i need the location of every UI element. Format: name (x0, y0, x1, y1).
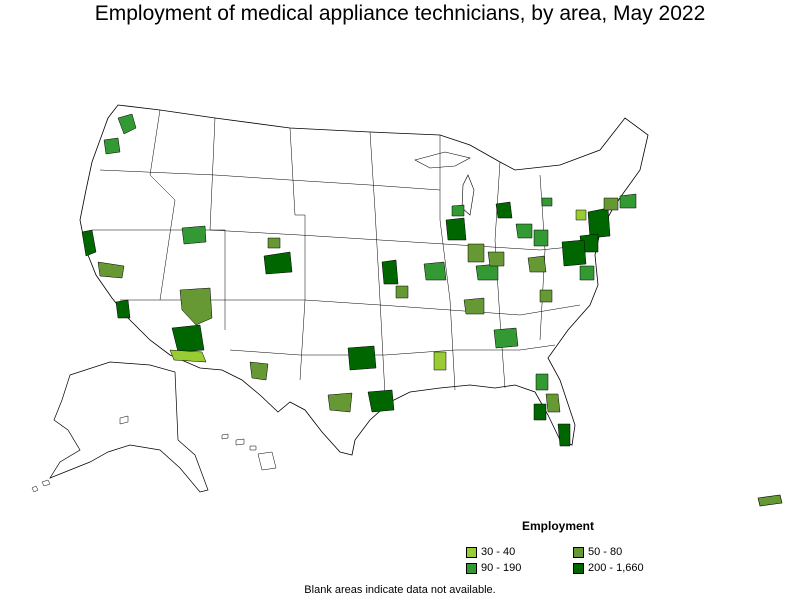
legend-item-30-40: 30 - 40 (466, 546, 515, 559)
legend-item-200-1660: 200 - 1,660 (573, 562, 644, 575)
alaska-islands (31, 415, 129, 493)
puerto-rico (757, 494, 783, 507)
area-kansas-city (381, 259, 399, 285)
area-sf-bay (81, 229, 97, 257)
area-denver (263, 251, 293, 275)
legend-label: 50 - 80 (588, 546, 623, 558)
area-pittsburgh (533, 229, 549, 247)
area-memphis (463, 297, 485, 315)
area-detroit (495, 201, 513, 219)
area-new-york (587, 207, 611, 239)
legend-label: 30 - 40 (481, 546, 516, 558)
area-colorado-north (267, 237, 281, 249)
legend-swatch (573, 562, 584, 574)
area-houston (367, 389, 395, 413)
area-tucson (169, 349, 207, 363)
area-los-angeles (115, 299, 131, 319)
area-dallas (347, 345, 377, 371)
area-jacksonville (535, 373, 549, 391)
area-madison (451, 204, 465, 217)
lake-michigan (461, 174, 475, 216)
shaded-areas (81, 113, 637, 447)
legend-swatch (466, 546, 477, 558)
area-virginia (539, 289, 553, 303)
area-el-paso (249, 361, 269, 381)
legend-item-50-80: 50 - 80 (573, 546, 622, 559)
area-hartford (603, 197, 619, 211)
area-charlotte (527, 255, 547, 273)
hawaii-islands (221, 433, 277, 471)
alaska-outline (49, 361, 209, 493)
area-portland (103, 137, 121, 155)
area-phoenix (171, 324, 205, 353)
area-miami (557, 423, 571, 447)
area-boston (619, 193, 637, 209)
legend-swatch (573, 546, 584, 558)
area-louisville (487, 251, 505, 267)
area-las-vegas (179, 287, 213, 326)
map-title: Employment of medical appliance technici… (94, 2, 706, 25)
area-ozark (395, 285, 409, 299)
legend-label: 200 - 1,660 (588, 562, 644, 574)
area-baltimore-dc (561, 239, 587, 267)
area-salt-lake (181, 225, 207, 245)
area-cleveland (515, 223, 533, 239)
area-tampa (533, 403, 547, 421)
area-albany (575, 209, 587, 221)
area-seattle (117, 113, 137, 135)
legend-swatch (466, 562, 477, 574)
area-atlanta (493, 327, 519, 349)
area-st-louis (423, 261, 447, 281)
area-chicago (445, 217, 467, 241)
area-indianapolis (467, 243, 485, 263)
area-buffalo (541, 197, 553, 207)
area-sacramento (97, 261, 125, 279)
area-richmond (579, 265, 595, 281)
legend-item-90-190: 90 - 190 (466, 562, 521, 575)
state-boundaries (92, 109, 591, 396)
legend-label: 90 - 190 (481, 562, 522, 574)
area-cincinnati (475, 263, 499, 281)
footnote: Blank areas indicate data not available. (304, 584, 496, 596)
area-birmingham (433, 351, 447, 371)
area-san-antonio (327, 392, 353, 413)
area-orlando (545, 393, 561, 413)
legend-title: Employment (522, 519, 595, 533)
